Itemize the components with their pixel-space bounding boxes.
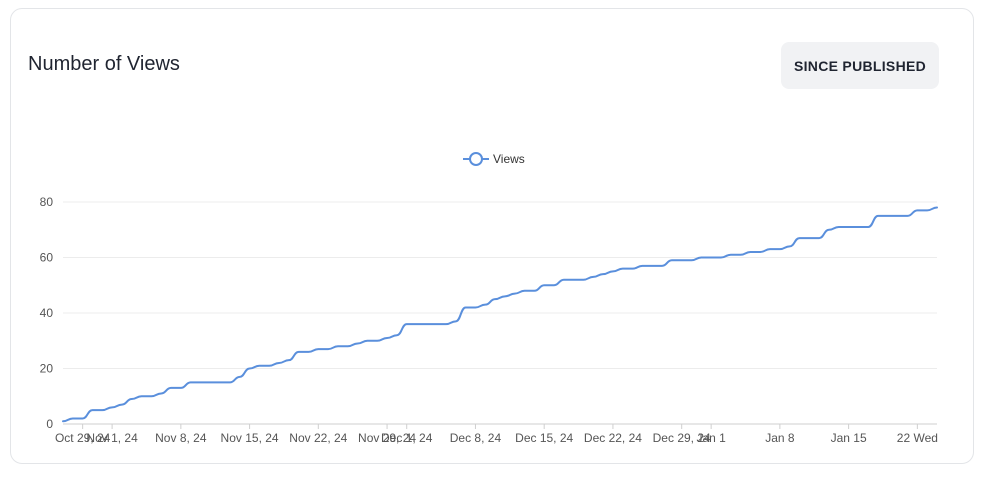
y-tick-label: 0: [46, 417, 53, 431]
since-published-button[interactable]: SINCE PUBLISHED: [781, 42, 939, 89]
y-axis: 0 20 40 60 80: [40, 195, 54, 431]
x-tick-label: Nov 8, 24: [155, 431, 207, 445]
views-card: Number of Views SINCE PUBLISHED 0 20 40 60 8…: [10, 8, 974, 464]
legend-label-views: Views: [493, 152, 525, 166]
grid: [63, 201, 937, 425]
legend-marker-icon: [469, 152, 483, 166]
y-tick-label: 20: [40, 362, 54, 376]
x-tick-label: Jan 8: [765, 431, 795, 445]
y-tick-label: 80: [40, 195, 54, 209]
x-tick-label: Dec 1, 24: [381, 431, 433, 445]
x-tick-label: Oct 29, 24: [55, 431, 111, 445]
x-tick-label: Nov 22, 24: [289, 431, 347, 445]
x-tick-label: Dec 15, 24: [515, 431, 573, 445]
series-line-views: [62, 206, 938, 423]
y-tick-label: 40: [40, 306, 54, 320]
x-tick-label: Dec 29, 24: [653, 431, 711, 445]
chart-area: 0 20 40 60 80 Oct 29, 24 Nov 1, 24 Nov 8, 24 No…: [11, 9, 975, 465]
x-tick-label: 22 Wed: [897, 431, 938, 445]
x-tick-label: Nov 1, 24: [86, 431, 138, 445]
x-tick-label: Nov 15, 24: [221, 431, 279, 445]
x-tick-label: Dec 8, 24: [450, 431, 502, 445]
x-tick-label: Jan 1: [696, 431, 726, 445]
page-title: Number of Views: [28, 53, 180, 75]
legend[interactable]: Views: [463, 152, 525, 166]
y-tick-label: 60: [40, 251, 54, 265]
x-tick-label: Nov 29, 24: [358, 431, 416, 445]
x-tick-label: Dec 22, 24: [584, 431, 642, 445]
x-tick-label: Jan 15: [831, 431, 867, 445]
